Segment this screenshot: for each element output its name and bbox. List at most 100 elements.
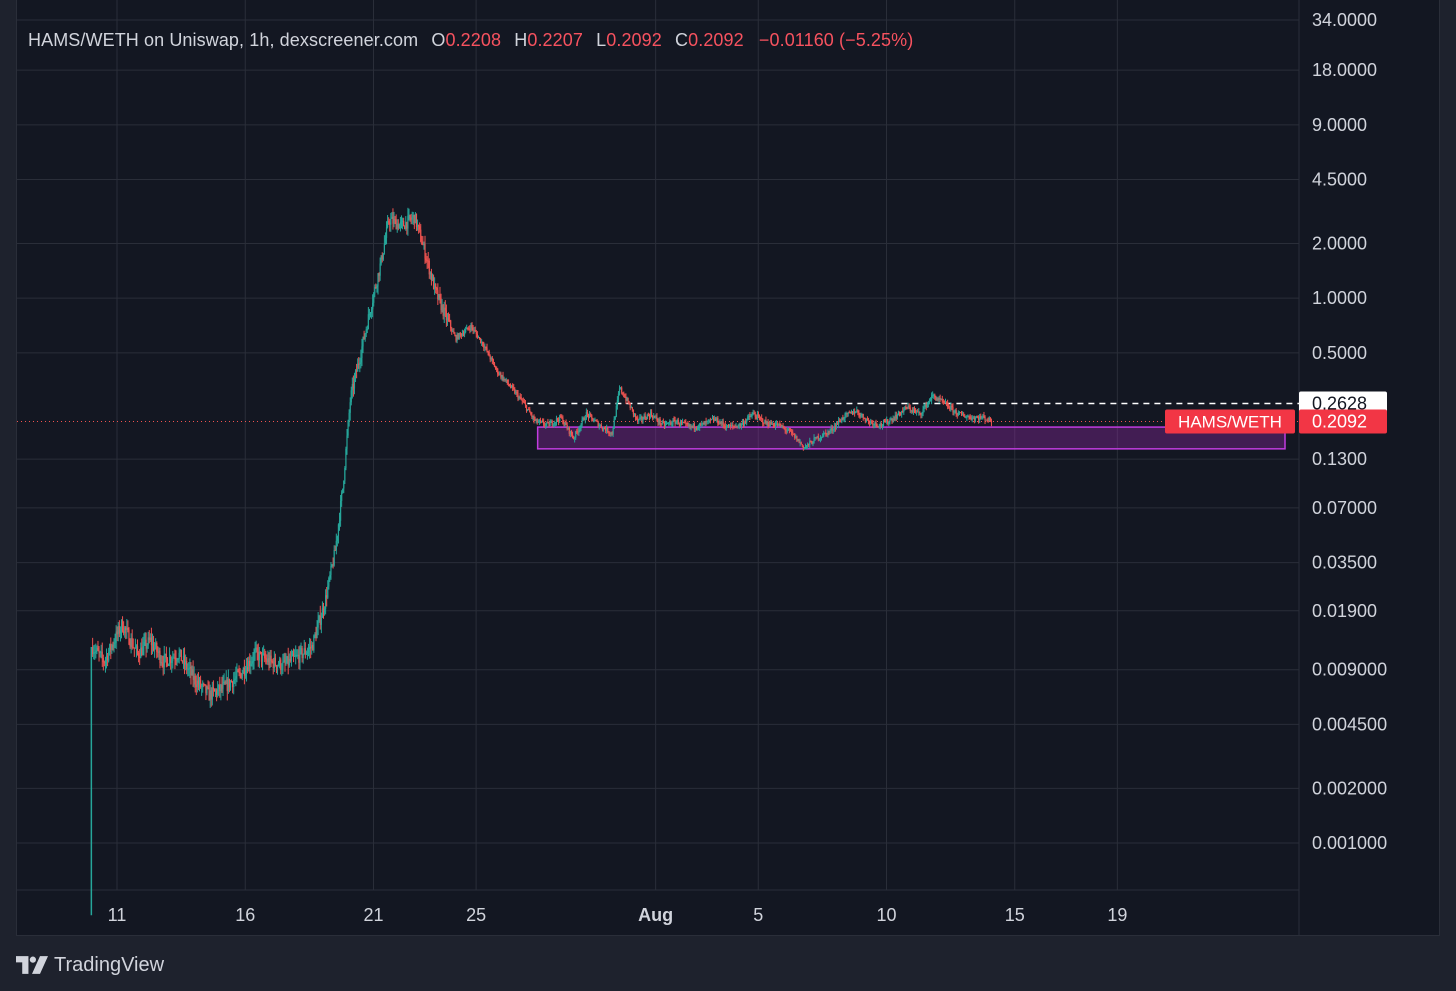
candle-body [275,665,278,669]
candle-body [181,661,184,663]
candle-body [204,684,206,686]
time-axis[interactable]: 11 16 21 25 Aug 5 10 15 19 [108,905,1128,925]
candle-body [687,424,689,426]
candle-body [461,333,464,336]
candle-body [155,642,157,648]
candle-body [95,650,97,653]
tradingview-logo-icon[interactable] [16,956,48,974]
candle-body [222,682,224,689]
candle-body [130,638,132,647]
candle-body [571,434,574,438]
candle-body [288,658,290,666]
candle-body [875,421,877,425]
candlestick-chart[interactable]: 34.0000 18.0000 9.0000 4.5000 2.0000 1.0000 0.… [17,0,1441,936]
candle-body [654,416,656,418]
candle-body [434,283,436,290]
candle-body [639,417,641,420]
candle-body [350,390,352,403]
candle-body [739,423,741,427]
candle-body [795,436,797,439]
candle-body [233,680,235,688]
candle-body [535,419,537,421]
chart-frame[interactable]: 34.0000 18.0000 9.0000 4.5000 2.0000 1.0000 0.… [16,0,1440,936]
candle-body [356,370,358,372]
candle-body [401,221,404,223]
candle-body [446,317,449,321]
candle-body [610,432,612,434]
candle-body [714,418,716,421]
candle-body [194,675,196,685]
candle-body [111,645,113,650]
candle-body [845,413,847,415]
candle-body [289,658,291,661]
footer: TradingView [16,950,164,980]
candle-body [234,678,236,681]
price-tick-label: 18.0000 [1312,60,1377,80]
candle-body [632,409,635,415]
candle-body [642,419,644,421]
candle-body [933,394,935,396]
high-value: 0.2207 [527,30,583,50]
candle-body [797,439,799,442]
candle-body [631,407,633,410]
price-tick-label: 0.03500 [1312,553,1377,573]
candle-body [320,617,322,625]
candle-body [836,423,839,425]
candle-body [112,645,114,647]
tradingview-brand[interactable]: TradingView [54,953,165,976]
candle-body [940,398,942,400]
candle-body [905,406,907,408]
candle-body [990,421,993,423]
candle-body [879,423,881,427]
candle-body [516,392,518,394]
candle-body [180,649,182,662]
candle-body [835,423,838,429]
candle-body [665,423,668,425]
candle-body [778,423,780,426]
chart-annotations [17,402,1299,450]
candle-body [630,407,632,409]
candle-body [885,421,887,423]
candle-body [934,394,936,398]
candle-body [452,331,454,333]
candle-body [551,421,553,426]
candle-body [536,419,538,423]
candle-body [874,421,876,425]
candle-body [211,687,213,700]
candle-body [541,421,544,423]
candle-body [900,413,902,415]
candle-body [678,424,680,426]
candle-body [813,437,815,444]
candle-body [605,428,607,432]
candle-body [329,574,331,578]
candle-body [698,427,700,429]
candle-body [649,412,652,418]
candle-body [841,417,843,422]
candle-body [556,418,559,421]
candle-body [291,653,294,657]
candle-body [786,430,788,432]
candle-body [647,414,649,416]
candle-body [144,639,146,642]
candle-body [149,637,151,641]
candle-body [583,417,585,421]
candle-body [754,414,756,417]
candle-body [823,433,825,437]
candle-body [904,406,906,410]
candle-body [206,687,208,694]
candle-body [820,437,823,439]
candle-body [100,651,102,653]
candle-body [274,657,276,666]
candle-body [989,417,991,422]
candle-body [385,227,388,238]
candle-body [857,410,859,413]
candle-body [108,651,110,661]
candle-body [576,431,578,433]
candle-body [768,425,770,427]
candle-body [168,656,171,665]
price-axis[interactable]: 34.0000 18.0000 9.0000 4.5000 2.0000 1.0000 0.… [1165,10,1387,853]
candle-body [247,667,249,672]
candle-body [949,407,951,410]
candle-body [428,260,430,275]
candle-body [843,418,845,420]
